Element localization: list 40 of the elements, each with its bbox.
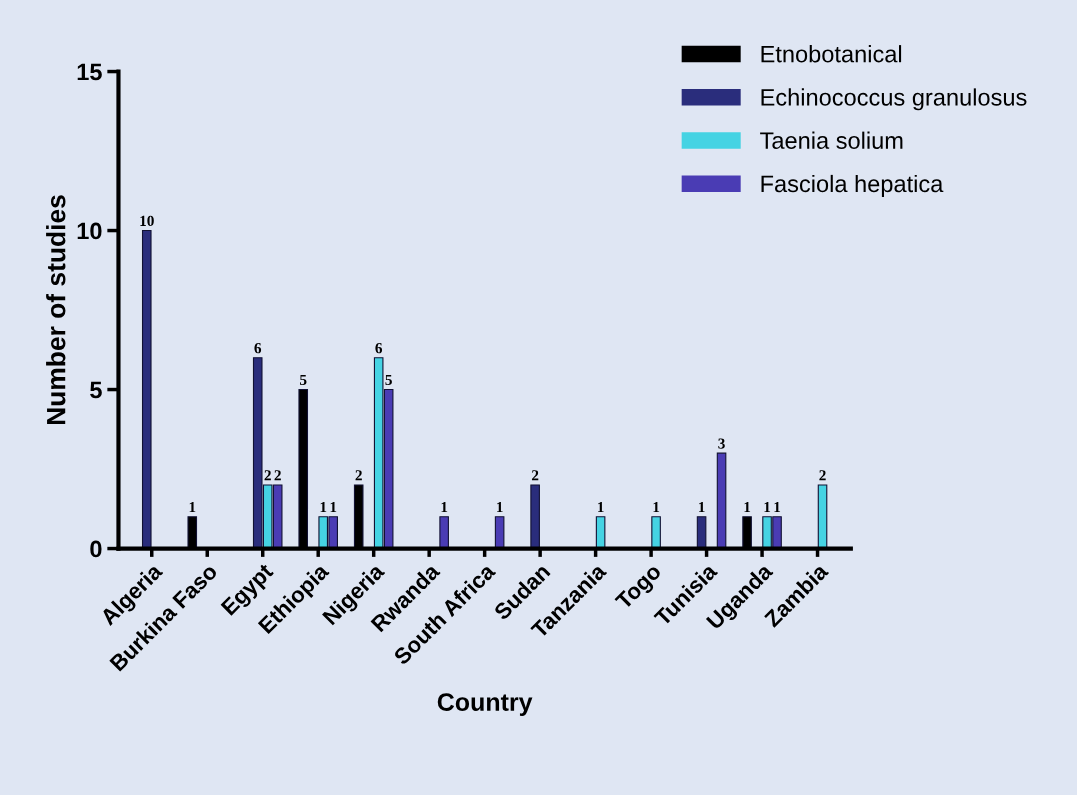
data-label: 1 (764, 502, 771, 513)
bar (595, 516, 606, 549)
x-axis-title: Country (437, 693, 533, 716)
data-label: 2 (274, 470, 281, 481)
bar (494, 516, 505, 549)
data-label: 5 (300, 374, 307, 386)
data-label: 2 (819, 470, 826, 481)
y-tick-label: 0 (90, 540, 102, 558)
y-tick-label: 5 (90, 381, 102, 399)
data-label: 1 (497, 502, 503, 513)
bar (439, 516, 449, 549)
bar (141, 229, 152, 549)
data-label: 1 (320, 502, 327, 513)
legend-label: Taenia solium (760, 131, 903, 149)
bar (530, 484, 540, 549)
legend-label: Fasciola hepatica (761, 174, 944, 197)
data-label: 1 (698, 502, 705, 513)
data-label: 1 (598, 502, 604, 513)
y-tick-label: 15 (77, 63, 102, 81)
data-label: 2 (355, 470, 362, 481)
data-label: 6 (375, 342, 383, 354)
legend-label: Etnobotanical (761, 45, 902, 63)
data-label: 1 (744, 502, 751, 513)
data-label: 2 (264, 470, 271, 481)
data-label: 3 (718, 438, 725, 449)
data-label: 1 (330, 502, 337, 513)
data-label: 5 (385, 374, 392, 386)
bar (651, 516, 661, 549)
data-label: 1 (441, 502, 448, 513)
data-label: 10 (140, 215, 154, 227)
data-label: 6 (254, 342, 262, 354)
bar (716, 452, 727, 549)
y-tick-label: 10 (77, 222, 102, 240)
data-label: 2 (531, 470, 539, 481)
data-label: 1 (774, 502, 781, 513)
bar (817, 484, 828, 549)
y-axis-title: Number of studies (46, 195, 66, 425)
legend-label: Echinococcus granulosus (761, 88, 1027, 111)
data-label: 1 (189, 502, 196, 513)
data-label: 1 (653, 502, 660, 513)
